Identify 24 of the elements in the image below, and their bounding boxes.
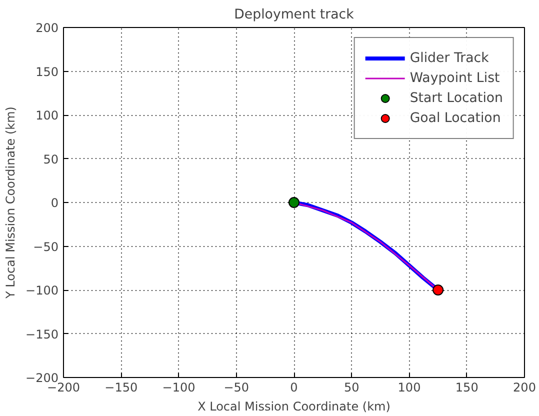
legend-label: Start Location [410,90,503,106]
x-tick-label: −100 [162,380,196,394]
x-tick-label: 50 [344,380,360,394]
y-tick-label: −150 [26,327,59,342]
y-tick-label: 150 [36,64,58,79]
y-axis-title: Y Local Mission Coordinate (km) [4,106,18,300]
x-tick-label: 100 [398,380,421,394]
x-tick-label: 200 [513,380,536,394]
x-tick-label: −150 [104,380,138,394]
y-tick-label: 0 [50,196,59,210]
chart-title: Deployment track [234,8,354,22]
y-tick-label: −200 [26,371,59,385]
y-tick-label: −50 [33,240,59,254]
y-tick-label: −100 [26,284,59,298]
y-tick-label: 100 [36,108,58,122]
x-axis-title: X Local Mission Coordinate (km) [198,400,390,414]
y-tick-label: 200 [36,21,58,35]
legend-label: Waypoint List [410,70,500,86]
y-tick-label: 50 [43,152,59,166]
legend-label: Glider Track [410,50,489,66]
x-tick-label: −50 [224,380,250,394]
x-tick-label: 0 [290,380,298,394]
legend-label: Goal Location [410,110,501,126]
x-tick-label: 150 [455,380,478,394]
